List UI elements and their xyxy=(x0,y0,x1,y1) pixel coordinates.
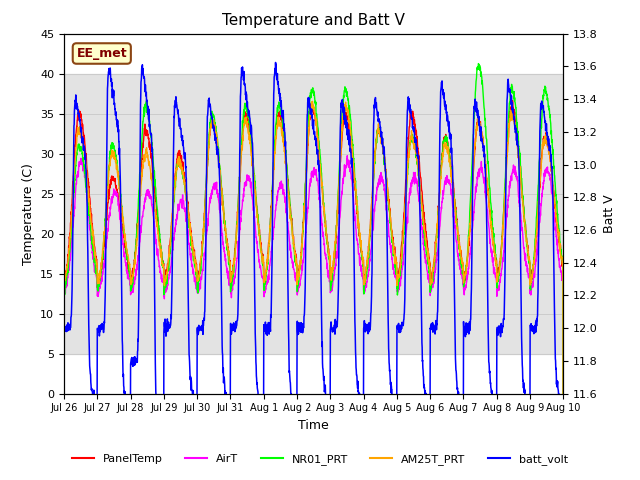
Y-axis label: Temperature (C): Temperature (C) xyxy=(22,163,35,264)
Legend: PanelTemp, AirT, NR01_PRT, AM25T_PRT, batt_volt: PanelTemp, AirT, NR01_PRT, AM25T_PRT, ba… xyxy=(68,450,572,469)
X-axis label: Time: Time xyxy=(298,419,329,432)
Bar xyxy=(64,73,563,354)
Y-axis label: Batt V: Batt V xyxy=(604,194,616,233)
Title: Temperature and Batt V: Temperature and Batt V xyxy=(222,13,405,28)
Text: EE_met: EE_met xyxy=(77,47,127,60)
